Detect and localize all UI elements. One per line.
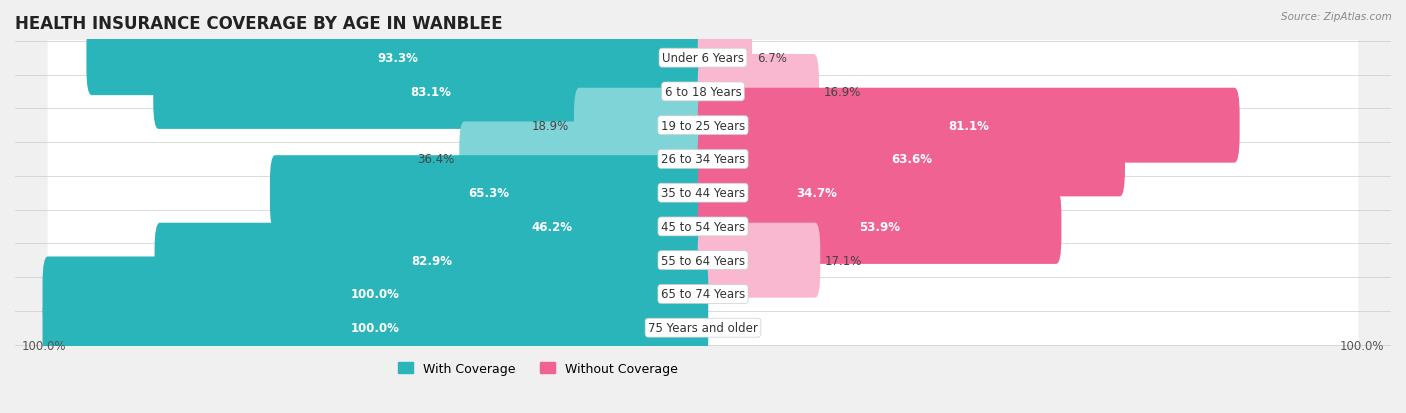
Text: HEALTH INSURANCE COVERAGE BY AGE IN WANBLEE: HEALTH INSURANCE COVERAGE BY AGE IN WANB… (15, 15, 502, 33)
FancyBboxPatch shape (42, 290, 709, 365)
Text: 81.1%: 81.1% (948, 119, 990, 132)
Text: 19 to 25 Years: 19 to 25 Years (661, 119, 745, 132)
FancyBboxPatch shape (460, 122, 709, 197)
FancyBboxPatch shape (48, 277, 1358, 312)
FancyBboxPatch shape (48, 75, 1358, 110)
Text: 6.7%: 6.7% (756, 52, 786, 65)
Text: 45 to 54 Years: 45 to 54 Years (661, 221, 745, 233)
Text: 83.1%: 83.1% (411, 86, 451, 99)
Text: 17.1%: 17.1% (825, 254, 862, 267)
FancyBboxPatch shape (48, 41, 1358, 76)
Text: 46.2%: 46.2% (531, 221, 572, 233)
Text: 100.0%: 100.0% (352, 288, 399, 301)
Text: 36.4%: 36.4% (418, 153, 454, 166)
Text: 0.0%: 0.0% (713, 288, 742, 301)
Legend: With Coverage, Without Coverage: With Coverage, Without Coverage (392, 357, 683, 380)
FancyBboxPatch shape (574, 88, 709, 163)
FancyBboxPatch shape (86, 21, 709, 96)
FancyBboxPatch shape (697, 190, 1062, 264)
FancyBboxPatch shape (697, 156, 935, 230)
Text: 16.9%: 16.9% (824, 86, 860, 99)
Text: 93.3%: 93.3% (377, 52, 418, 65)
Text: 75 Years and older: 75 Years and older (648, 321, 758, 335)
FancyBboxPatch shape (153, 55, 709, 130)
FancyBboxPatch shape (697, 21, 752, 96)
FancyBboxPatch shape (48, 209, 1358, 244)
FancyBboxPatch shape (48, 108, 1358, 143)
Text: 35 to 44 Years: 35 to 44 Years (661, 187, 745, 200)
FancyBboxPatch shape (395, 190, 709, 264)
FancyBboxPatch shape (48, 243, 1358, 278)
Text: 65 to 74 Years: 65 to 74 Years (661, 288, 745, 301)
FancyBboxPatch shape (697, 88, 1240, 163)
Text: 55 to 64 Years: 55 to 64 Years (661, 254, 745, 267)
FancyBboxPatch shape (155, 223, 709, 298)
FancyBboxPatch shape (697, 122, 1125, 197)
FancyBboxPatch shape (48, 311, 1358, 345)
Text: 18.9%: 18.9% (531, 119, 569, 132)
FancyBboxPatch shape (697, 55, 818, 130)
Text: 100.0%: 100.0% (21, 339, 66, 352)
Text: Source: ZipAtlas.com: Source: ZipAtlas.com (1281, 12, 1392, 22)
Text: 26 to 34 Years: 26 to 34 Years (661, 153, 745, 166)
FancyBboxPatch shape (48, 142, 1358, 177)
FancyBboxPatch shape (42, 257, 709, 332)
Text: 0.0%: 0.0% (713, 321, 742, 335)
Text: 53.9%: 53.9% (859, 221, 900, 233)
Text: 82.9%: 82.9% (411, 254, 451, 267)
Text: 6 to 18 Years: 6 to 18 Years (665, 86, 741, 99)
Text: 63.6%: 63.6% (891, 153, 932, 166)
Text: Under 6 Years: Under 6 Years (662, 52, 744, 65)
FancyBboxPatch shape (270, 156, 709, 230)
Text: 34.7%: 34.7% (796, 187, 837, 200)
FancyBboxPatch shape (697, 223, 820, 298)
FancyBboxPatch shape (48, 176, 1358, 211)
Text: 100.0%: 100.0% (1340, 339, 1385, 352)
Text: 100.0%: 100.0% (352, 321, 399, 335)
Text: 65.3%: 65.3% (468, 187, 509, 200)
